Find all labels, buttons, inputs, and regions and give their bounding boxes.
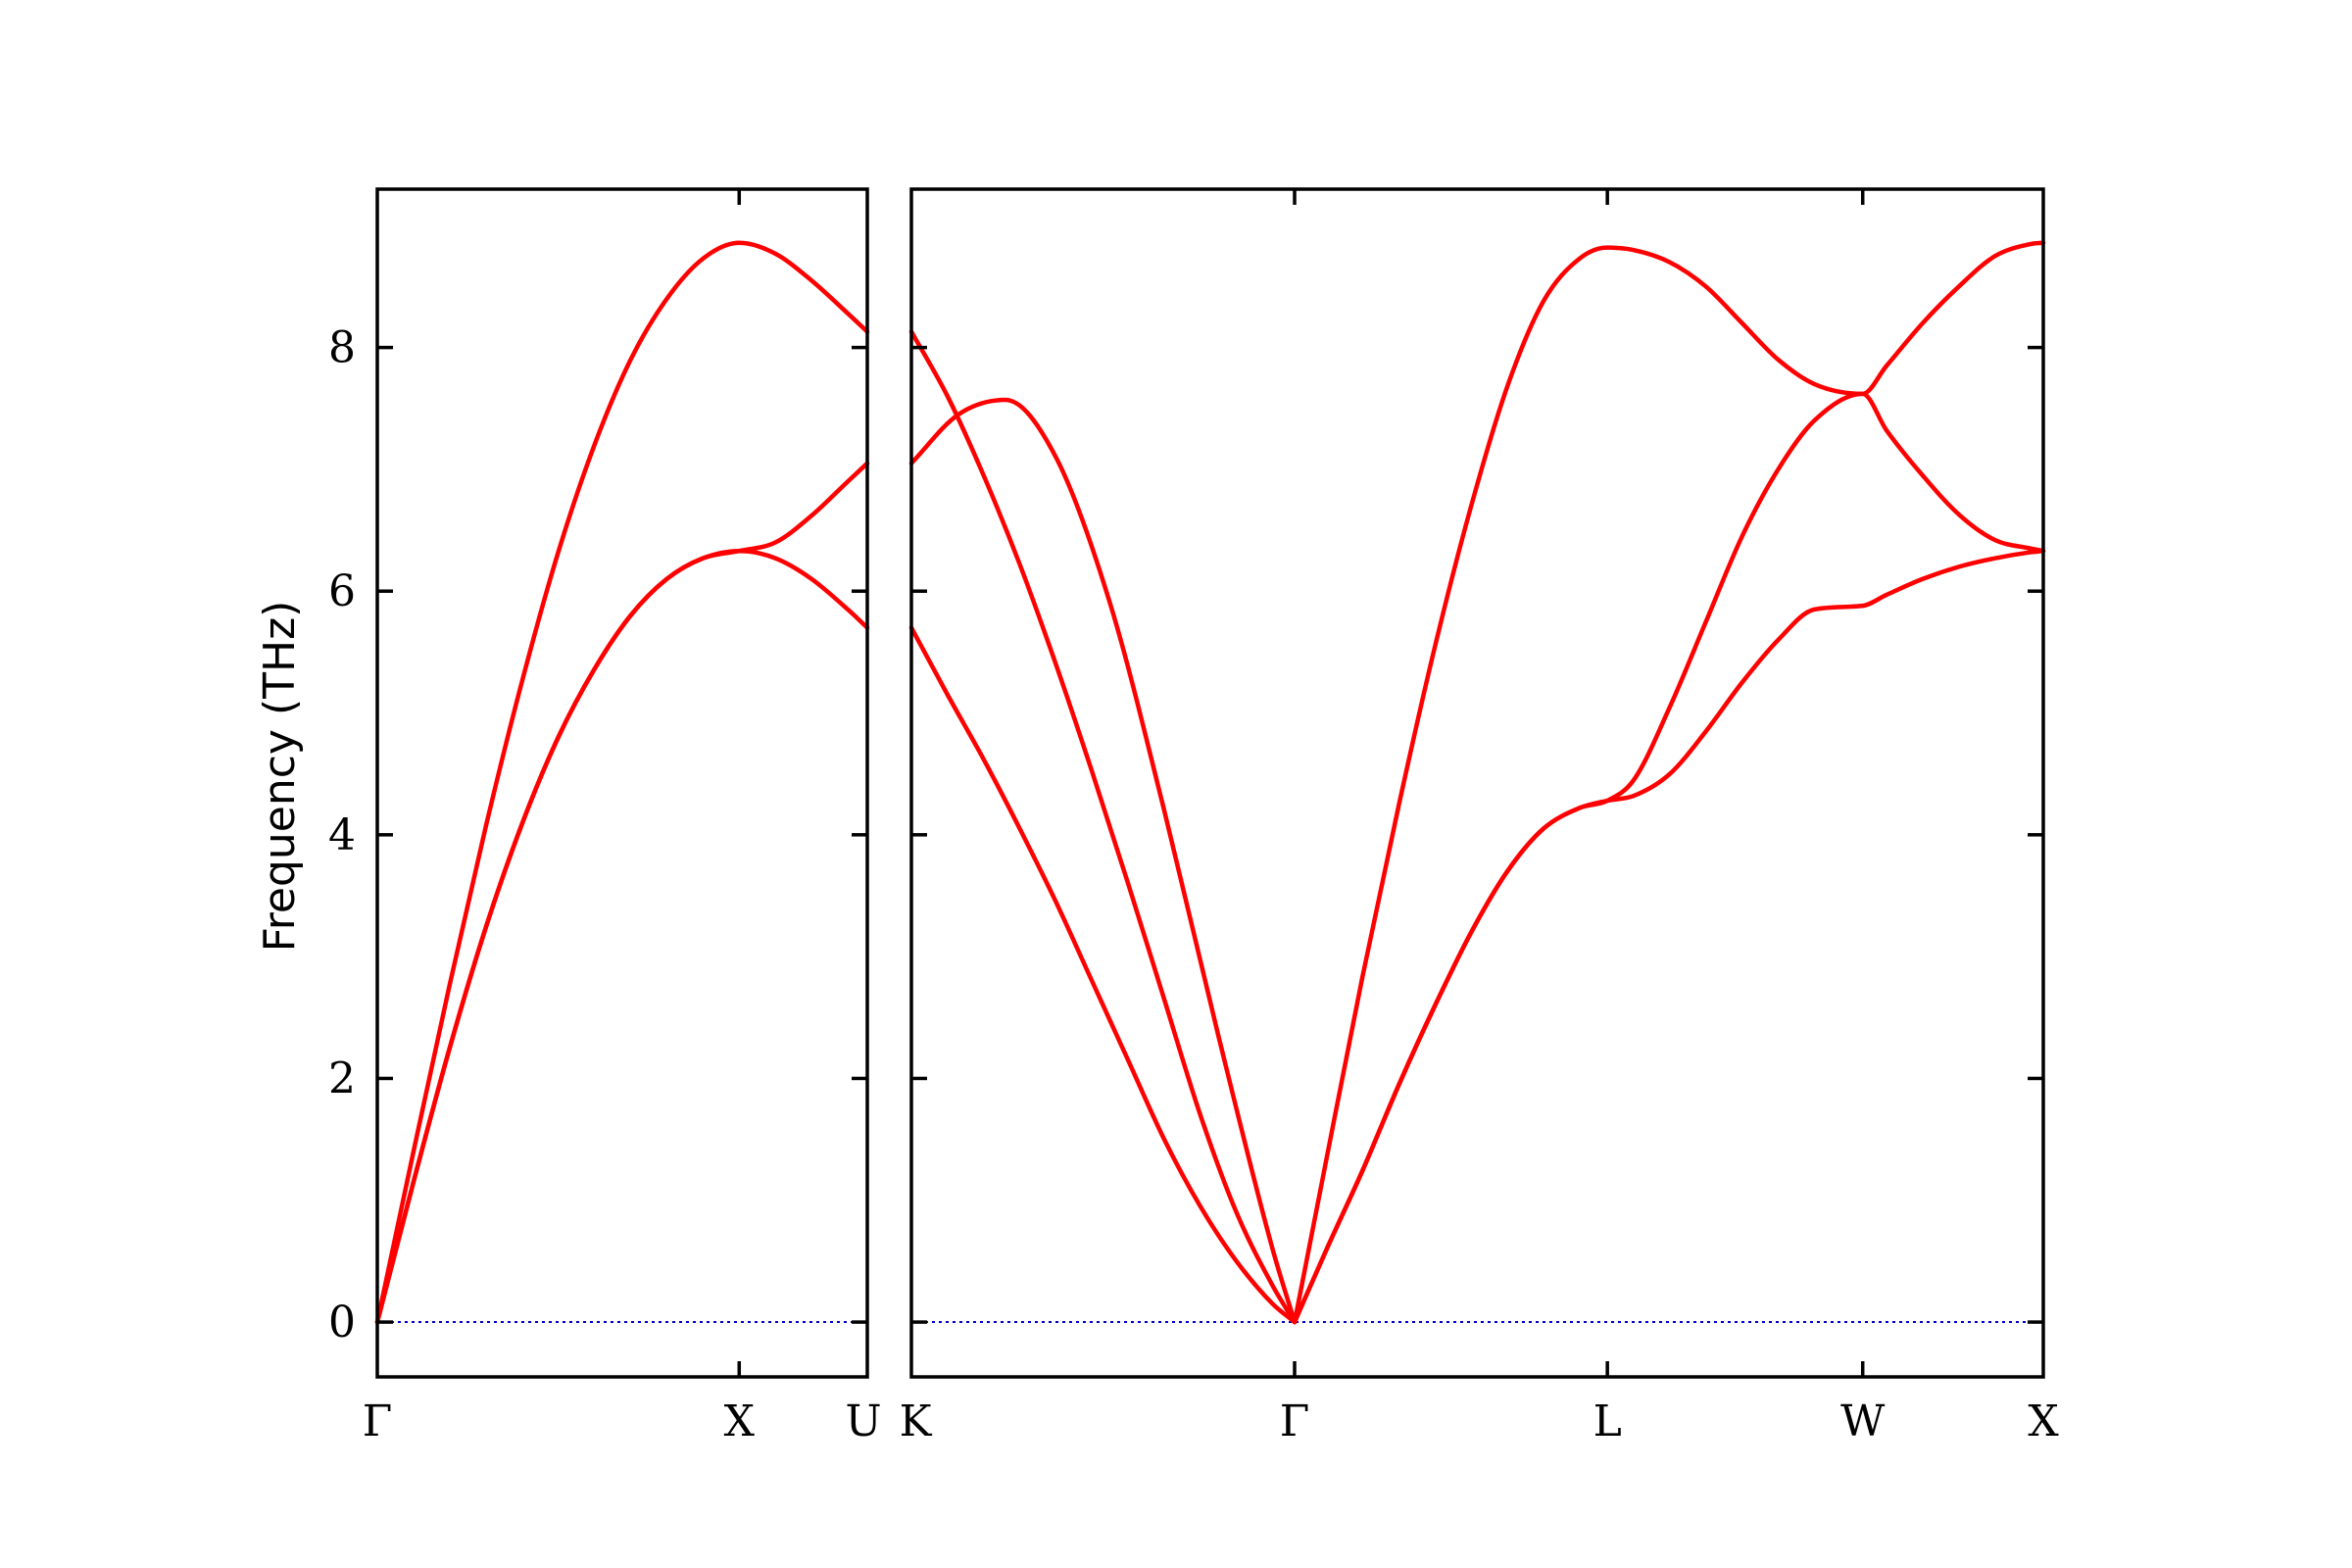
left-band-3 (374, 548, 870, 1325)
right-xtick-label: X (2028, 1396, 2059, 1446)
right-band-5 (1292, 391, 2046, 1325)
left-band-2 (374, 461, 870, 1325)
right-panel-frame (909, 187, 2045, 1379)
band-curves (374, 240, 2046, 1325)
right-band-1 (908, 329, 1298, 1325)
right-band-2 (908, 397, 1298, 1325)
left-xtick-label: Γ (363, 1396, 393, 1446)
ytick-label: 8 (328, 323, 356, 373)
right-band-3 (908, 625, 1298, 1325)
ytick-label: 6 (328, 566, 356, 616)
right-xtick-label: L (1593, 1396, 1622, 1446)
left-xtick-label: U (845, 1396, 881, 1446)
left-xtick-label: X (724, 1396, 756, 1446)
right-xtick-label: K (900, 1396, 933, 1446)
left-band-1 (374, 240, 870, 1325)
y-axis-label: Frequency (THz) (255, 601, 305, 953)
right-band-4 (1292, 240, 2046, 1325)
tick-labels: Γ X U 0 2 4 6 8 K Γ L W X (328, 323, 2059, 1446)
ytick-label: 0 (328, 1298, 356, 1348)
axis-ticks (377, 189, 2043, 1377)
ytick-label: 4 (328, 810, 356, 860)
right-xtick-label: W (1840, 1396, 1886, 1446)
ytick-label: 2 (328, 1054, 356, 1103)
panel-frames (375, 187, 2045, 1379)
left-panel-frame (375, 187, 869, 1379)
right-xtick-label: Γ (1280, 1396, 1310, 1446)
right-band-6 (1292, 548, 2046, 1325)
